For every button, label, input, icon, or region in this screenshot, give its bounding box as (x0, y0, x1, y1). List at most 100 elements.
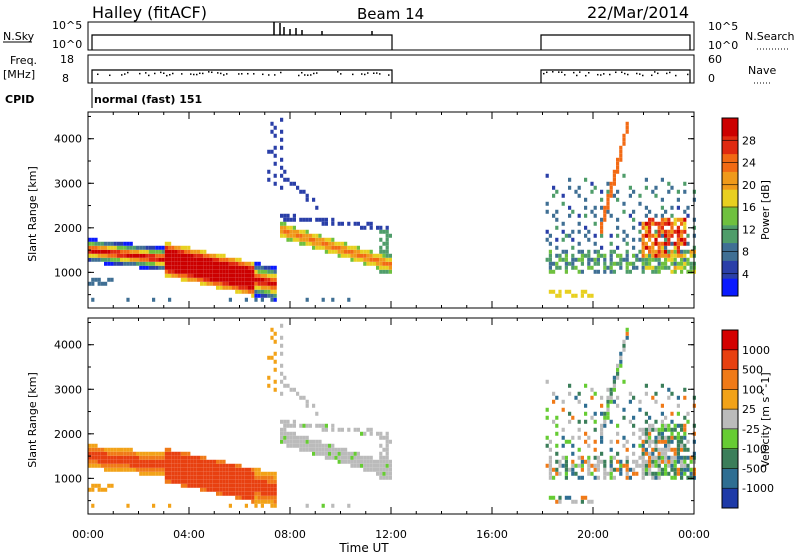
power-cell (344, 245, 348, 250)
power-cell (110, 261, 114, 266)
power-cell (670, 185, 674, 190)
power-cell (264, 265, 268, 270)
velocity-cell (622, 407, 626, 412)
power-cell (200, 265, 204, 270)
power-cell (660, 233, 664, 238)
velocity-cell (177, 459, 181, 464)
power-cell (654, 265, 658, 270)
power-cell (369, 253, 373, 258)
station-title: Halley (fitACF) (92, 3, 207, 22)
velocity-cell (379, 431, 383, 436)
velocity-cell (340, 451, 344, 456)
nave-dot (376, 72, 378, 74)
power-cell (196, 249, 200, 254)
velocity-cell (228, 475, 232, 480)
power-cell (683, 217, 687, 222)
velocity-cell (139, 451, 143, 456)
power-cell (97, 281, 101, 286)
power-cell (366, 261, 370, 266)
nsky-trace-1 (91, 34, 393, 50)
power-cell (328, 249, 332, 254)
velocity-cell (616, 403, 620, 408)
power-cell (660, 205, 664, 210)
velocity-cell (206, 459, 210, 464)
power-cell (644, 225, 648, 230)
velocity-cell (126, 455, 130, 460)
power-cell (593, 205, 597, 210)
power-cell (616, 261, 620, 266)
velocity-cell (600, 459, 604, 464)
nave-dot (247, 72, 249, 75)
power-cell (321, 241, 325, 246)
power-cell (200, 261, 204, 266)
velocity-cell (321, 503, 325, 508)
velocity-cell (113, 455, 117, 460)
power-cell (161, 245, 165, 250)
velocity-cell (654, 463, 658, 468)
velocity-cell (286, 431, 290, 436)
velocity-cell (673, 427, 677, 432)
nave-dot (148, 74, 150, 77)
y-tick-label: 3000 (54, 177, 82, 190)
power-cell (200, 277, 204, 282)
power-cell (616, 157, 620, 162)
velocity-cell (296, 435, 300, 440)
power-cell (552, 193, 556, 198)
velocity-cell (123, 451, 127, 456)
power-cell (193, 253, 197, 258)
power-cell (222, 269, 226, 274)
power-cell (171, 249, 175, 254)
power-cell (267, 293, 271, 298)
velocity-cell (555, 471, 559, 476)
velocity-cell (673, 467, 677, 472)
power-cell (107, 277, 111, 282)
velocity-cell (94, 451, 98, 456)
power-cell (264, 293, 268, 298)
freq-trace-1 (91, 69, 393, 83)
power-cell (254, 273, 258, 278)
velocity-cell (222, 467, 226, 472)
power-cell (168, 257, 172, 262)
power-cell (670, 241, 674, 246)
power-cell (129, 249, 133, 254)
nave-dot (603, 73, 605, 75)
freq-units: [MHz] (3, 68, 35, 81)
velocity-cell (612, 467, 616, 472)
velocity-cell (590, 499, 594, 504)
velocity-cell (340, 459, 344, 464)
nave-dot (609, 73, 611, 76)
velocity-cell (628, 391, 632, 396)
velocity-cell (107, 467, 111, 472)
power-cell (385, 245, 389, 250)
velocity-cell (286, 439, 290, 444)
power-cell (334, 249, 338, 254)
power-cell (251, 289, 255, 294)
nave-dot (253, 73, 255, 75)
velocity-cell (366, 455, 370, 460)
velocity-cell (564, 463, 568, 468)
velocity-cell (174, 475, 178, 480)
velocity-cell (318, 447, 322, 452)
velocity-cell (340, 427, 344, 432)
velocity-cell (299, 435, 303, 440)
power-cell (676, 233, 680, 238)
power-cell (187, 269, 191, 274)
velocity-cell (612, 475, 616, 480)
velocity-cell (385, 447, 389, 452)
power-cell (270, 273, 274, 278)
velocity-cell (132, 451, 136, 456)
power-cell (379, 245, 383, 250)
velocity-cell (318, 451, 322, 456)
velocity-cell (209, 475, 213, 480)
velocity-cell (612, 375, 616, 380)
power-cell (657, 253, 661, 258)
velocity-cell (196, 479, 200, 484)
velocity-cell (366, 463, 370, 468)
velocity-cell (388, 463, 392, 468)
power-cell (632, 265, 636, 270)
power-cell (235, 265, 239, 270)
power-cell (654, 213, 658, 218)
power-cell (548, 233, 552, 238)
power-cell (593, 249, 597, 254)
